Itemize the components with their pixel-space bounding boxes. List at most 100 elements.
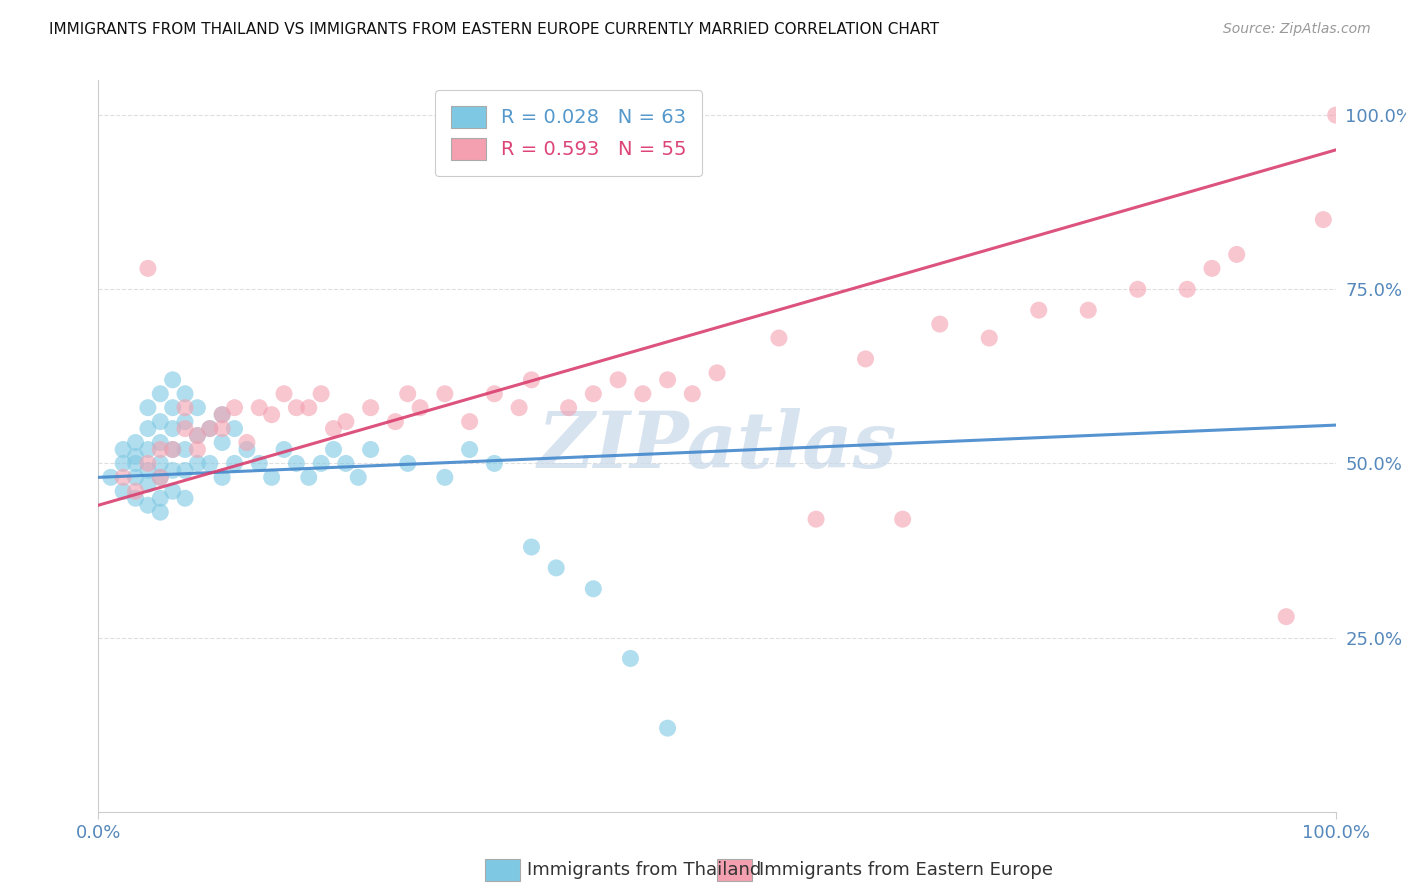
Point [396, 386, 419, 401]
Point [236, 435, 259, 450]
Point [136, 421, 159, 435]
Point [631, 386, 654, 401]
Point [619, 651, 641, 665]
Point [657, 373, 679, 387]
Point [979, 331, 1001, 345]
Point [174, 463, 197, 477]
Point [1028, 303, 1050, 318]
Point [768, 331, 790, 345]
Point [928, 317, 950, 331]
Point [100, 470, 122, 484]
Text: Immigrants from Thailand: Immigrants from Thailand [527, 861, 762, 879]
Point [162, 373, 184, 387]
Point [347, 470, 370, 484]
Point [433, 470, 456, 484]
Point [211, 470, 233, 484]
Point [136, 463, 159, 477]
Point [1175, 282, 1198, 296]
Point [520, 540, 543, 554]
Point [162, 442, 184, 457]
Point [607, 373, 630, 387]
Point [124, 450, 146, 464]
Point [247, 401, 270, 415]
Point [508, 401, 530, 415]
Point [285, 401, 308, 415]
Text: IMMIGRANTS FROM THAILAND VS IMMIGRANTS FROM EASTERN EUROPE CURRENTLY MARRIED COR: IMMIGRANTS FROM THAILAND VS IMMIGRANTS F… [49, 22, 939, 37]
Point [1275, 609, 1298, 624]
Legend: R = 0.028   N = 63, R = 0.593   N = 55: R = 0.028 N = 63, R = 0.593 N = 55 [434, 90, 702, 176]
Point [186, 428, 208, 442]
Point [458, 442, 481, 457]
Point [224, 401, 246, 415]
Point [149, 470, 172, 484]
Point [582, 386, 605, 401]
Point [198, 421, 221, 435]
Point [112, 442, 135, 457]
Point [273, 442, 295, 457]
Point [186, 457, 208, 471]
Point [198, 421, 221, 435]
Point [273, 386, 295, 401]
Point [149, 442, 172, 457]
Point [706, 366, 728, 380]
Point [384, 415, 406, 429]
Point [309, 386, 332, 401]
Point [520, 373, 543, 387]
Point [322, 442, 344, 457]
Point [1324, 108, 1347, 122]
Point [124, 457, 146, 471]
Point [149, 505, 172, 519]
Text: ZIPatlas: ZIPatlas [537, 408, 897, 484]
Point [174, 386, 197, 401]
Point [124, 435, 146, 450]
Point [174, 491, 197, 506]
Point [124, 491, 146, 506]
Point [285, 457, 308, 471]
Point [260, 408, 283, 422]
Point [186, 442, 208, 457]
Point [186, 401, 208, 415]
Point [162, 442, 184, 457]
Point [211, 421, 233, 435]
Point [298, 470, 321, 484]
Point [224, 457, 246, 471]
Point [124, 484, 146, 499]
Point [149, 491, 172, 506]
Point [149, 457, 172, 471]
Point [124, 470, 146, 484]
Point [681, 386, 703, 401]
Point [198, 457, 221, 471]
Text: Immigrants from Eastern Europe: Immigrants from Eastern Europe [759, 861, 1053, 879]
Point [174, 401, 197, 415]
Point [174, 421, 197, 435]
Point [136, 261, 159, 276]
Point [1312, 212, 1334, 227]
Point [582, 582, 605, 596]
Point [409, 401, 432, 415]
Point [260, 470, 283, 484]
Point [136, 477, 159, 491]
Point [360, 401, 382, 415]
Point [298, 401, 321, 415]
Point [149, 415, 172, 429]
Point [174, 415, 197, 429]
Point [247, 457, 270, 471]
Point [484, 457, 506, 471]
Point [149, 386, 172, 401]
Point [136, 442, 159, 457]
Point [112, 457, 135, 471]
Point [224, 421, 246, 435]
Point [162, 421, 184, 435]
Point [855, 351, 877, 366]
Text: Source: ZipAtlas.com: Source: ZipAtlas.com [1223, 22, 1371, 37]
Point [162, 484, 184, 499]
Point [211, 408, 233, 422]
Point [335, 457, 357, 471]
Point [433, 386, 456, 401]
Point [360, 442, 382, 457]
Point [546, 561, 568, 575]
Point [557, 401, 579, 415]
Point [136, 457, 159, 471]
Point [484, 386, 506, 401]
Point [174, 442, 197, 457]
